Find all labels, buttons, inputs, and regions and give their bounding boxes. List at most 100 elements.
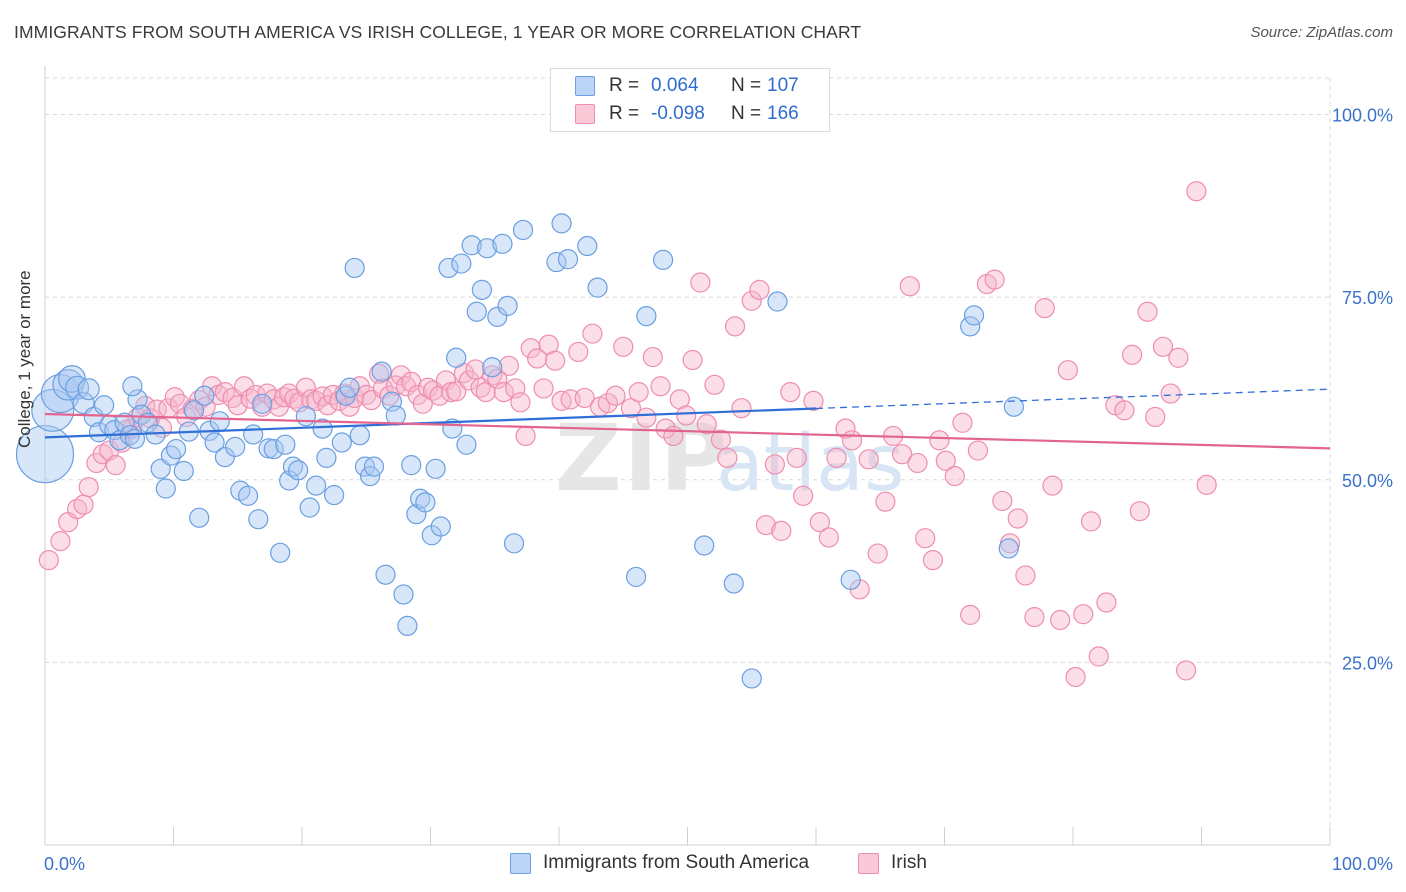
data-point	[741, 668, 762, 689]
data-point	[636, 306, 657, 327]
data-point	[1129, 501, 1150, 522]
data-point	[780, 382, 801, 403]
data-point	[209, 411, 230, 432]
data-point	[840, 569, 861, 590]
data-point	[237, 485, 259, 506]
data-point	[451, 253, 472, 274]
data-point	[375, 564, 396, 585]
data-point	[194, 385, 215, 406]
data-point	[493, 382, 514, 403]
data-point	[275, 434, 296, 455]
data-point	[257, 383, 278, 404]
data-point	[803, 390, 824, 411]
data-point	[471, 279, 492, 300]
data-point	[628, 382, 649, 403]
legend-r-label: R =	[609, 75, 640, 96]
y-tick-label: 100.0%	[1332, 106, 1393, 126]
data-point	[363, 456, 385, 477]
data-point	[992, 490, 1013, 512]
data-point	[1015, 565, 1036, 586]
legend-swatch-blue	[510, 852, 531, 874]
data-point	[597, 392, 618, 414]
data-point	[1096, 592, 1117, 613]
y-tick-label: 50.0%	[1342, 471, 1393, 491]
legend-item-irish[interactable]: Irish	[858, 852, 927, 874]
data-point	[183, 400, 205, 421]
data-point	[1088, 646, 1109, 667]
legend-r-value: -0.098	[651, 103, 705, 124]
data-point	[482, 357, 503, 378]
data-point	[248, 509, 269, 530]
trend-line-irish	[44, 412, 1331, 450]
data-point	[786, 447, 807, 468]
data-point	[92, 444, 113, 465]
trend-line-immigrants	[44, 407, 817, 439]
data-point	[344, 257, 365, 279]
data-point	[492, 233, 513, 254]
data-point	[741, 290, 762, 311]
data-point	[724, 316, 746, 337]
legend-r-value: 0.064	[651, 75, 699, 96]
data-point	[1003, 396, 1024, 417]
data-point	[331, 432, 352, 453]
data-point	[764, 454, 785, 475]
data-point	[1080, 511, 1102, 532]
data-point	[960, 604, 981, 626]
data-point	[935, 450, 956, 471]
legend-n-value: 166	[767, 103, 799, 124]
data-point	[694, 535, 715, 556]
data-point	[227, 395, 248, 416]
data-point	[503, 533, 525, 554]
data-point	[582, 323, 603, 344]
series-irish	[38, 181, 1217, 688]
data-point	[944, 466, 965, 487]
data-point	[401, 455, 422, 476]
chart-title: IMMIGRANTS FROM SOUTH AMERICA VS IRISH C…	[14, 22, 862, 42]
data-point	[717, 447, 738, 468]
x-tick-labels: 0.0% 100.0%	[44, 854, 1393, 874]
data-point	[15, 425, 75, 484]
data-point	[155, 478, 176, 499]
legend-item-immigrants[interactable]: Immigrants from South America	[510, 852, 809, 874]
data-point	[960, 316, 981, 337]
data-point	[339, 377, 360, 398]
data-point	[456, 434, 477, 455]
data-point	[137, 412, 158, 433]
data-point	[510, 392, 531, 413]
data-point	[557, 249, 579, 270]
y-axis-label: College, 1 year or more	[15, 270, 34, 448]
legend-label-irish: Irish	[891, 852, 927, 873]
data-point	[131, 404, 152, 425]
data-point	[466, 301, 487, 322]
data-point	[78, 476, 99, 498]
stats-legend: R = 0.064 N = 107 R = -0.098 N = 166	[550, 68, 830, 132]
data-point	[907, 452, 928, 474]
data-point	[682, 349, 703, 371]
data-point	[527, 348, 548, 369]
data-point	[446, 381, 467, 402]
data-point	[461, 235, 482, 256]
data-point	[317, 395, 338, 416]
data-point	[545, 350, 566, 371]
data-point	[390, 365, 412, 386]
source-note: Source: ZipAtlas.com	[1250, 24, 1393, 41]
data-point	[512, 219, 534, 241]
legend-r-label: R =	[609, 103, 640, 124]
data-point	[771, 520, 792, 541]
data-point	[371, 361, 392, 382]
data-point	[258, 438, 279, 459]
data-point	[476, 238, 498, 259]
legend-n-label: N =	[731, 75, 762, 96]
data-point	[1034, 298, 1055, 319]
data-point	[1042, 475, 1063, 496]
data-point	[568, 341, 589, 363]
svg-text:ZIP: ZIP	[555, 405, 729, 512]
data-point	[704, 374, 725, 395]
data-point	[397, 615, 418, 636]
data-point	[577, 235, 598, 257]
data-point	[1186, 181, 1207, 202]
data-point	[173, 460, 194, 482]
legend-label-immigrants: Immigrants from South America	[543, 852, 810, 873]
data-point	[94, 395, 115, 416]
